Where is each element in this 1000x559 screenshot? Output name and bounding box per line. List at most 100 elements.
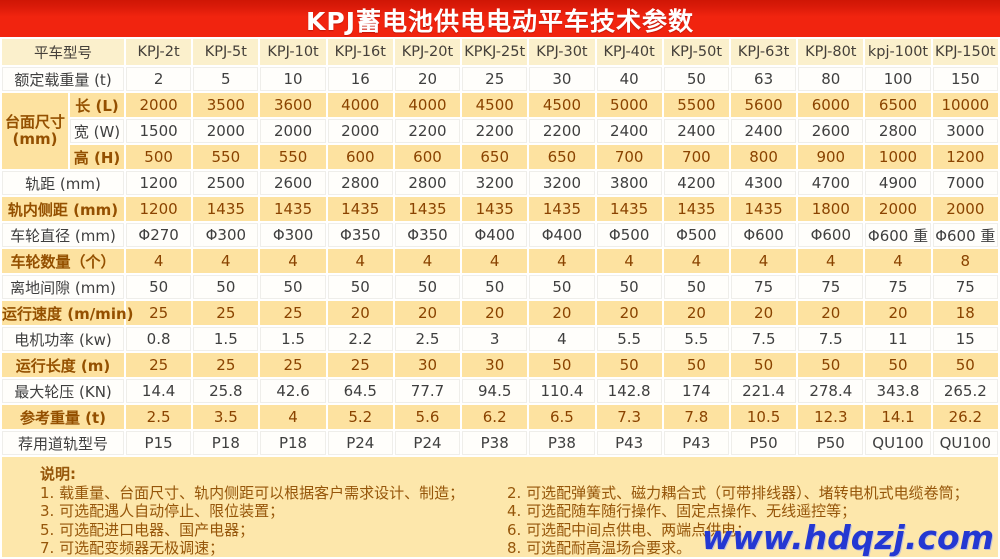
- value-cell: P50: [798, 431, 864, 455]
- value-cell: 7.3: [596, 405, 662, 429]
- value-cell: 50: [663, 353, 729, 377]
- value-cell: 7.8: [663, 405, 729, 429]
- value-cell: 3600: [260, 93, 326, 117]
- note-item-7: 7. 可选配变频器无极调速；: [40, 539, 225, 557]
- value-cell: 20: [462, 301, 528, 325]
- value-cell: Φ600 重: [865, 223, 931, 247]
- value-cell: 50: [596, 275, 662, 299]
- row-label: 参考重量 (t): [2, 405, 124, 429]
- page-title: KPJ蓄电池供电电动平车技术参数: [306, 6, 694, 36]
- value-cell: 75: [798, 275, 864, 299]
- value-cell: 80: [798, 67, 864, 91]
- title-banner: KPJ蓄电池供电电动平车技术参数: [0, 0, 1000, 37]
- value-cell: 25: [193, 301, 259, 325]
- value-cell: 30: [462, 353, 528, 377]
- value-cell: 42.6: [260, 379, 326, 403]
- value-cell: 3200: [462, 171, 528, 195]
- value-cell: 20: [394, 67, 461, 91]
- value-cell: 700: [663, 145, 729, 169]
- value-cell: 20: [596, 301, 662, 325]
- value-cell: P50: [730, 431, 797, 455]
- value-cell: 25: [260, 301, 326, 325]
- value-cell: 6500: [865, 93, 931, 117]
- value-cell: 6.2: [462, 405, 528, 429]
- value-cell: 50: [865, 353, 931, 377]
- value-cell: 2: [126, 67, 192, 91]
- value-cell: 2200: [462, 119, 528, 143]
- value-cell: 5.5: [596, 327, 662, 351]
- value-cell: 50: [596, 353, 662, 377]
- value-cell: 3: [462, 327, 528, 351]
- value-cell: 50: [126, 275, 192, 299]
- value-cell: 110.4: [529, 379, 595, 403]
- note-item-3: 3. 可选配遇人自动停止、限位装置；: [40, 502, 285, 520]
- value-cell: 50: [663, 275, 729, 299]
- value-cell: 30: [529, 67, 595, 91]
- value-cell: 4700: [798, 171, 864, 195]
- value-cell: 4: [730, 249, 797, 273]
- model-header-cell: KPJ-20t: [394, 39, 461, 65]
- value-cell: 50: [730, 353, 797, 377]
- value-cell: 20: [394, 301, 461, 325]
- note-item-4: 4. 可选配随车随行操作、固定点操作、无线遥控等；: [507, 502, 857, 520]
- model-header-cell: KPJ-30t: [529, 39, 595, 65]
- value-cell: Φ300: [193, 223, 259, 247]
- spec-row: 运行长度 (m) 25 25 25 25 30 30 50 50 50 50 50 50 50: [2, 353, 998, 377]
- row-label: 长 (L): [70, 93, 124, 117]
- model-header-cell: KPJ-63t: [730, 39, 797, 65]
- value-cell: Φ600 重: [932, 223, 998, 247]
- spec-row: 电机功率 (kw) 0.8 1.5 1.5 2.2 2.5 3 4 5.5 5.5 7.5 7.5 11…: [2, 327, 998, 351]
- value-cell: 10.5: [730, 405, 797, 429]
- value-cell: 2.5: [394, 327, 461, 351]
- value-cell: P24: [327, 431, 393, 455]
- value-cell: 50: [932, 353, 998, 377]
- value-cell: 4500: [529, 93, 595, 117]
- value-cell: 16: [327, 67, 393, 91]
- website-watermark: www.hdqzj.com: [701, 518, 994, 557]
- value-cell: P15: [126, 431, 192, 455]
- value-cell: 3500: [193, 93, 259, 117]
- value-cell: 1200: [126, 197, 192, 221]
- row-label: 最大轮压 (KN): [2, 379, 124, 403]
- note-item-6: 6. 可选配中间点供电、两端点供电；: [507, 520, 752, 539]
- value-cell: 25: [126, 353, 192, 377]
- row-label: 运行速度 (m/min): [2, 301, 134, 325]
- value-cell: 50: [193, 275, 259, 299]
- value-cell: 63: [730, 67, 797, 91]
- value-cell: 4: [865, 249, 931, 273]
- value-cell: 20: [327, 301, 393, 325]
- value-cell: 2200: [394, 119, 461, 143]
- value-cell: 142.8: [596, 379, 662, 403]
- value-cell: 94.5: [462, 379, 528, 403]
- spec-row: 车轮直径 (mm) Φ270 Φ300 Φ300 Φ350 Φ350 Φ400 Φ400 Φ50…: [2, 223, 998, 247]
- value-cell: 20: [865, 301, 931, 325]
- value-cell: 1435: [596, 197, 662, 221]
- value-cell: 50: [394, 275, 461, 299]
- value-cell: 30: [394, 353, 461, 377]
- model-header-cell: KPJ-150t: [932, 39, 998, 65]
- value-cell: 1435: [260, 197, 326, 221]
- row-label: 轨内侧距 (mm): [2, 197, 124, 221]
- value-cell: Φ400: [462, 223, 528, 247]
- value-cell: 50: [663, 67, 729, 91]
- value-cell: 650: [529, 145, 595, 169]
- value-cell: 20: [730, 301, 797, 325]
- spec-row: 荐用道轨型号 P15 P18 P18 P24 P24 P38 P38 P43 P43 P50 P50 Q…: [2, 431, 998, 455]
- value-cell: P43: [596, 431, 662, 455]
- value-cell: 25: [327, 353, 393, 377]
- value-cell: 500: [126, 145, 192, 169]
- value-cell: P38: [529, 431, 595, 455]
- value-cell: 2600: [260, 171, 326, 195]
- value-cell: 2800: [327, 171, 393, 195]
- value-cell: 12.3: [798, 405, 864, 429]
- value-cell: 50: [462, 275, 528, 299]
- value-cell: 1200: [126, 171, 192, 195]
- value-cell: 50: [529, 275, 595, 299]
- value-cell: 25: [126, 301, 192, 325]
- value-cell: 150: [932, 67, 998, 91]
- value-cell: 0.8: [126, 327, 192, 351]
- row-label: 高 (H): [70, 145, 124, 169]
- spec-row: 额定载重量 (t) 2 5 10 16 20 25 30 40 50 63 80 100 150: [2, 67, 998, 91]
- model-header-cell: KPKJ-25t: [462, 39, 528, 65]
- value-cell: 2400: [596, 119, 662, 143]
